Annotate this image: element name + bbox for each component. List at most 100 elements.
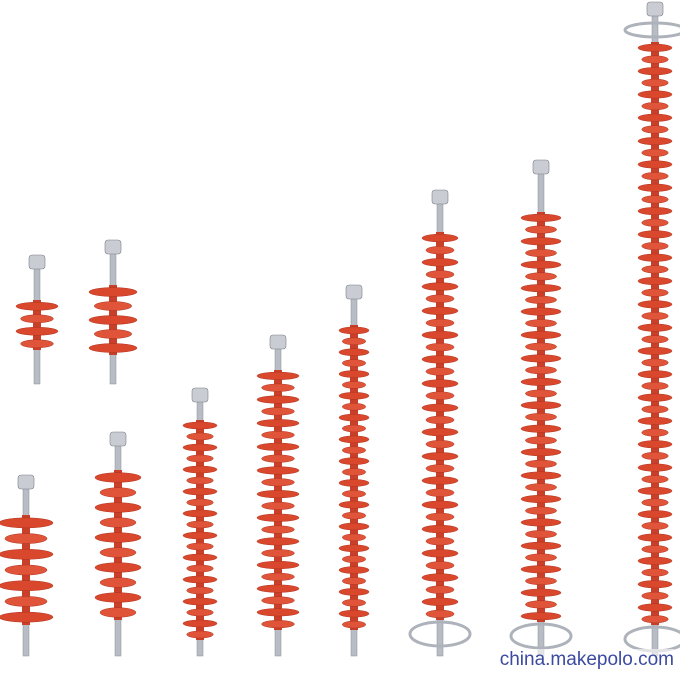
grading-ring bbox=[509, 622, 573, 650]
shed bbox=[186, 586, 214, 595]
shed bbox=[342, 446, 366, 455]
shed bbox=[0, 580, 54, 591]
end-cap bbox=[269, 334, 287, 350]
shed bbox=[261, 549, 295, 558]
shed bbox=[186, 564, 214, 573]
shed bbox=[525, 436, 557, 445]
shed bbox=[182, 509, 218, 518]
shed bbox=[4, 533, 48, 544]
end-fitting bbox=[33, 345, 41, 385]
shed bbox=[94, 301, 132, 311]
shed bbox=[94, 502, 142, 513]
shed bbox=[186, 454, 214, 463]
shed bbox=[637, 580, 673, 589]
shed bbox=[637, 463, 673, 472]
end-cap bbox=[345, 284, 363, 300]
shed bbox=[182, 465, 218, 474]
shed bbox=[261, 478, 295, 487]
shed bbox=[641, 148, 669, 157]
shed bbox=[186, 432, 214, 441]
shed bbox=[641, 312, 669, 320]
shed bbox=[641, 55, 669, 64]
shed bbox=[641, 358, 669, 367]
shed bbox=[637, 207, 673, 216]
end-cap bbox=[191, 387, 209, 403]
core-rod bbox=[350, 325, 358, 630]
shed bbox=[641, 265, 669, 274]
shed bbox=[421, 403, 459, 412]
shed bbox=[338, 544, 370, 553]
shed bbox=[525, 577, 557, 585]
shed bbox=[342, 381, 366, 389]
shed bbox=[525, 530, 557, 539]
shed bbox=[525, 413, 557, 421]
shed bbox=[0, 517, 54, 529]
shed bbox=[256, 537, 300, 546]
shed bbox=[520, 612, 562, 621]
shed bbox=[342, 555, 366, 563]
shed bbox=[421, 233, 459, 243]
shed bbox=[641, 125, 669, 134]
shed bbox=[637, 253, 673, 262]
shed bbox=[525, 272, 557, 281]
shed bbox=[525, 342, 557, 351]
shed bbox=[637, 277, 673, 286]
shed bbox=[256, 395, 300, 404]
shed bbox=[425, 561, 455, 570]
shed bbox=[342, 620, 366, 629]
shed bbox=[338, 370, 370, 378]
shed bbox=[425, 488, 455, 497]
shed bbox=[99, 487, 137, 498]
shed bbox=[641, 428, 669, 437]
shed bbox=[525, 600, 557, 609]
shed bbox=[520, 448, 562, 457]
shed bbox=[256, 466, 300, 475]
shed bbox=[637, 347, 673, 355]
shed bbox=[94, 592, 142, 603]
shed bbox=[0, 611, 54, 623]
shed bbox=[637, 533, 673, 542]
shed bbox=[342, 533, 366, 542]
shed bbox=[525, 483, 557, 492]
shed bbox=[186, 542, 214, 551]
shed bbox=[421, 258, 459, 267]
shed bbox=[641, 405, 669, 414]
shed bbox=[256, 371, 300, 380]
shed bbox=[15, 302, 59, 311]
shed bbox=[520, 401, 562, 410]
shed bbox=[342, 468, 366, 476]
shed bbox=[182, 553, 218, 562]
shed bbox=[256, 490, 300, 499]
shed bbox=[425, 367, 455, 376]
shed bbox=[182, 575, 218, 584]
shed bbox=[525, 249, 557, 257]
shed bbox=[421, 282, 459, 291]
shed bbox=[338, 588, 370, 596]
shed bbox=[520, 541, 562, 550]
shed bbox=[261, 572, 295, 581]
shed bbox=[525, 459, 557, 468]
grading-ring bbox=[623, 21, 680, 39]
shed bbox=[4, 596, 48, 607]
end-fitting bbox=[22, 620, 30, 657]
shed bbox=[261, 430, 295, 440]
shed bbox=[520, 377, 562, 386]
shed bbox=[641, 242, 669, 251]
shed bbox=[99, 577, 137, 588]
shed bbox=[641, 172, 669, 181]
shed bbox=[421, 452, 459, 461]
shed bbox=[520, 424, 562, 433]
end-cap bbox=[17, 474, 35, 490]
shed bbox=[637, 416, 673, 425]
shed bbox=[256, 419, 300, 428]
end-cap bbox=[104, 239, 122, 255]
end-fitting bbox=[109, 350, 117, 385]
end-cap bbox=[431, 189, 449, 205]
shed bbox=[94, 472, 142, 483]
shed bbox=[421, 306, 459, 315]
shed bbox=[421, 379, 459, 388]
shed bbox=[425, 609, 455, 619]
shed bbox=[425, 415, 455, 425]
